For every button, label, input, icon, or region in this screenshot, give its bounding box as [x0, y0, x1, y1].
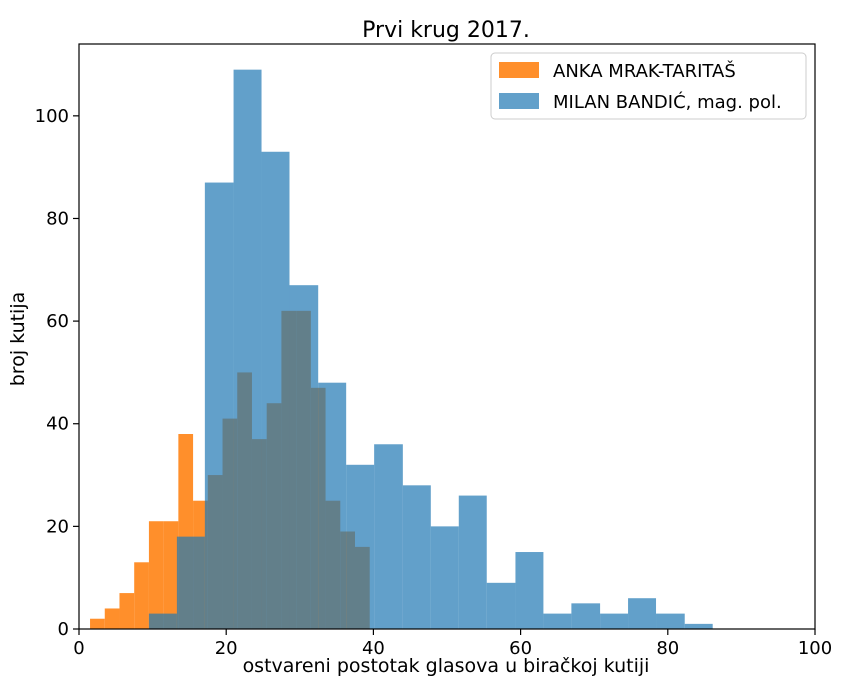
histogram-bar — [656, 613, 685, 629]
x-tick-label: 20 — [215, 638, 238, 659]
histogram-bar — [233, 69, 262, 629]
histogram-bar — [600, 613, 629, 629]
legend-label: MILAN BANDIĆ, mag. pol. — [553, 91, 782, 113]
chart-title: Prvi krug 2017. — [362, 18, 530, 43]
x-tick-label: 100 — [798, 638, 832, 659]
histogram-bar — [134, 562, 149, 629]
histogram-bar — [543, 613, 572, 629]
histogram-bar — [684, 623, 713, 629]
y-tick-label: 40 — [46, 414, 69, 435]
x-tick-label: 60 — [509, 638, 532, 659]
histogram-bar — [430, 526, 459, 629]
legend-swatch — [499, 62, 539, 78]
y-tick-label: 100 — [35, 106, 69, 127]
histogram-bar — [346, 464, 375, 629]
y-tick-label: 0 — [58, 619, 69, 640]
histogram-bar — [148, 521, 164, 629]
y-tick-label: 20 — [46, 516, 69, 537]
y-tick-label: 80 — [46, 208, 69, 229]
histogram-bar — [458, 495, 487, 629]
x-tick-label: 0 — [73, 638, 84, 659]
x-axis-label: ostvareni postotak glasova u biračkoj ku… — [243, 655, 650, 677]
histogram-bar — [148, 613, 177, 629]
legend-label: ANKA MRAK-TARITAŠ — [553, 60, 736, 82]
histogram-bar — [486, 582, 516, 629]
legend-box — [490, 52, 807, 120]
histogram-bar — [628, 598, 657, 629]
x-tick-label: 40 — [362, 638, 385, 659]
histogram-bar — [204, 182, 234, 630]
histogram-bar — [402, 485, 431, 629]
histogram-bar — [289, 285, 319, 629]
histogram-bar — [374, 444, 403, 629]
histogram-bar — [571, 603, 601, 629]
y-tick-label: 60 — [46, 311, 69, 332]
histogram-bar — [318, 382, 347, 629]
plot-frame — [78, 43, 816, 630]
series-2-bars — [148, 69, 713, 630]
histogram-bar — [261, 151, 290, 629]
histogram-bar — [163, 521, 179, 629]
legend: ANKA MRAK-TARITAŠ MILAN BANDIĆ, mag. pol. — [490, 52, 807, 120]
y-axis-label: broj kutija — [7, 292, 29, 387]
histogram-bar — [119, 593, 135, 629]
histogram-bar — [90, 618, 105, 629]
legend-swatch — [499, 93, 539, 109]
x-tick-label: 80 — [656, 638, 679, 659]
histogram-bar — [176, 536, 205, 629]
histogram-bar — [104, 608, 120, 629]
histogram-bar — [515, 552, 544, 629]
